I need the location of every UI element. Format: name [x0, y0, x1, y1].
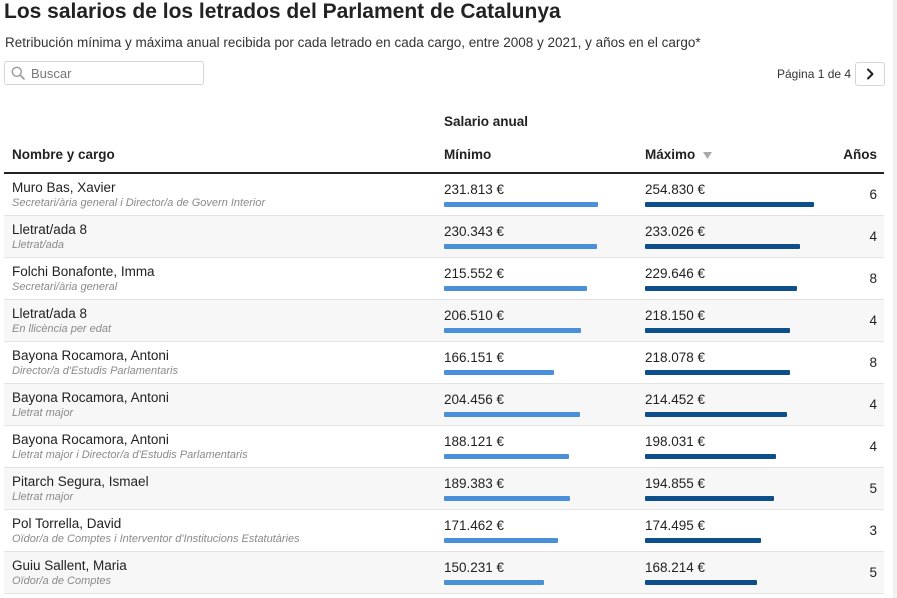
column-header-min[interactable]: Mínimo [444, 147, 492, 162]
min-salary-value: 231.813 € [444, 182, 505, 197]
max-salary-value: 254.830 € [645, 182, 706, 197]
row-years: 4 [869, 439, 877, 454]
max-salary-value: 174.495 € [645, 518, 706, 533]
row-role: Lletrat major i Director/a d'Estudis Par… [12, 449, 248, 461]
max-salary-value: 168.214 € [645, 560, 706, 575]
max-salary-bar [645, 286, 797, 291]
table-row: Folchi Bonafonte, Imma Secretari/ària gen… [4, 258, 884, 300]
row-role: Lletrat major [12, 407, 74, 419]
row-role: En llicència per edat [12, 323, 112, 335]
column-header-name[interactable]: Nombre y cargo [12, 147, 115, 162]
row-role: Oïdor/a de Comptes [12, 575, 112, 587]
row-years: 5 [869, 481, 877, 496]
max-salary-bar [645, 580, 757, 585]
row-years: 8 [869, 355, 877, 370]
min-salary-value: 230.343 € [444, 224, 505, 239]
header-divider [4, 172, 884, 174]
salary-group-header: Salario anual [444, 114, 529, 129]
max-salary-value: 218.078 € [645, 350, 706, 365]
row-name: Muro Bas, Xavier [12, 180, 116, 195]
row-name: Bayona Rocamora, Antoni [12, 348, 169, 363]
max-salary-bar [645, 454, 776, 459]
max-salary-value: 218.150 € [645, 308, 706, 323]
row-name: Lletrat/ada 8 [12, 222, 88, 237]
min-salary-value: 150.231 € [444, 560, 505, 575]
table-row: Bayona Rocamora, Antoni Lletrat major i D… [4, 426, 884, 468]
row-years: 6 [869, 187, 877, 202]
min-salary-bar [444, 412, 580, 417]
max-salary-value: 194.855 € [645, 476, 706, 491]
row-role: Lletrat major [12, 491, 74, 503]
max-salary-bar [645, 202, 814, 207]
max-salary-bar [645, 412, 787, 417]
row-years: 4 [869, 313, 877, 328]
row-role: Lletrat/ada [12, 239, 64, 251]
min-salary-value: 188.121 € [444, 434, 505, 449]
pagination-label: Página 1 de 4 [777, 67, 852, 81]
table-row: Bayona Rocamora, Antoni Director/a d'Estu… [4, 342, 884, 384]
min-salary-value: 189.383 € [444, 476, 505, 491]
search-input[interactable] [31, 65, 191, 81]
min-salary-value: 171.462 € [444, 518, 505, 533]
scrollbar-track[interactable] [893, 0, 897, 598]
row-name: Bayona Rocamora, Antoni [12, 432, 169, 447]
row-name: Lletrat/ada 8 [12, 306, 88, 321]
row-role: Secretari/ària general [12, 281, 118, 293]
chevron-right-icon [867, 68, 874, 80]
row-years: 5 [869, 565, 877, 580]
max-salary-value: 233.026 € [645, 224, 706, 239]
column-header-max[interactable]: Máximo [645, 147, 713, 162]
row-years: 3 [869, 523, 877, 538]
column-header-max-label: Máximo [645, 147, 696, 162]
max-salary-bar [645, 538, 761, 543]
min-salary-bar [444, 328, 581, 333]
row-name: Pol Torrella, David [12, 516, 122, 531]
max-salary-bar [645, 496, 774, 501]
max-salary-value: 214.452 € [645, 392, 706, 407]
min-salary-value: 166.151 € [444, 350, 505, 365]
row-role: Director/a d'Estudis Parlamentaris [12, 365, 178, 377]
min-salary-bar [444, 496, 570, 501]
sort-desc-icon [703, 151, 713, 159]
max-salary-value: 198.031 € [645, 434, 706, 449]
min-salary-bar [444, 286, 587, 291]
row-years: 4 [869, 397, 877, 412]
table-row: Bayona Rocamora, Antoni Lletrat major 204.… [4, 384, 884, 426]
min-salary-value: 206.510 € [444, 308, 505, 323]
min-salary-bar [444, 370, 554, 375]
min-salary-bar [444, 244, 597, 249]
row-years: 8 [869, 271, 877, 286]
column-header-years[interactable]: Años [843, 147, 877, 162]
row-name: Pitarch Segura, Ismael [12, 474, 149, 489]
min-salary-bar [444, 580, 544, 585]
row-role: Secretari/ària general i Director/a de G… [12, 197, 266, 209]
max-salary-bar [645, 328, 790, 333]
max-salary-value: 229.646 € [645, 266, 706, 281]
min-salary-bar [444, 454, 569, 459]
max-salary-bar [645, 370, 790, 375]
table-row: Pol Torrella, David Oïdor/a de Comptes i … [4, 510, 884, 552]
row-name: Bayona Rocamora, Antoni [12, 390, 169, 405]
search-icon [11, 66, 25, 80]
row-name: Folchi Bonafonte, Imma [12, 264, 155, 279]
table-row: Lletrat/ada 8 En llicència per edat 206.51… [4, 300, 884, 342]
row-name: Guiu Sallent, Maria [12, 558, 127, 573]
min-salary-value: 204.456 € [444, 392, 505, 407]
min-salary-bar [444, 538, 558, 543]
next-page-button[interactable] [855, 62, 885, 86]
table-row: Pitarch Segura, Ismael Lletrat major 189.3… [4, 468, 884, 510]
table-row: Guiu Sallent, Maria Oïdor/a de Comptes 150… [4, 552, 884, 594]
table-body: Muro Bas, Xavier Secretari/ària general i… [4, 174, 884, 594]
min-salary-value: 215.552 € [444, 266, 505, 281]
row-role: Oïdor/a de Comptes i Interventor d'Insti… [12, 533, 300, 545]
min-salary-bar [444, 202, 598, 207]
row-years: 4 [869, 229, 877, 244]
max-salary-bar [645, 244, 800, 249]
table-row: Lletrat/ada 8 Lletrat/ada 230.343 € 233.026… [4, 216, 884, 258]
page-subtitle: Retribución mínima y máxima anual recibi… [5, 35, 701, 50]
page-title: Los salarios de los letrados del Parlame… [4, 0, 561, 23]
table-row: Muro Bas, Xavier Secretari/ària general i… [4, 174, 884, 216]
search-box[interactable] [4, 61, 204, 85]
